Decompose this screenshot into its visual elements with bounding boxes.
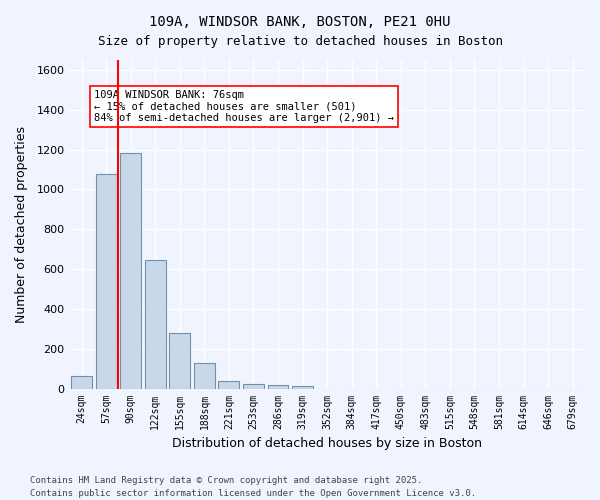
Bar [243, 384, 264, 388]
Bar [145, 260, 166, 388]
Text: 109A, WINDSOR BANK, BOSTON, PE21 0HU: 109A, WINDSOR BANK, BOSTON, PE21 0HU [149, 15, 451, 29]
Y-axis label: Number of detached properties: Number of detached properties [15, 126, 28, 323]
Bar [218, 380, 239, 388]
Text: Size of property relative to detached houses in Boston: Size of property relative to detached ho… [97, 35, 503, 48]
Text: Contains HM Land Registry data © Crown copyright and database right 2025.: Contains HM Land Registry data © Crown c… [30, 476, 422, 485]
Bar [96, 174, 116, 388]
X-axis label: Distribution of detached houses by size in Boston: Distribution of detached houses by size … [172, 437, 482, 450]
Bar [71, 376, 92, 388]
Bar [292, 386, 313, 388]
Text: Contains public sector information licensed under the Open Government Licence v3: Contains public sector information licen… [30, 488, 476, 498]
Bar [194, 362, 215, 388]
Bar [268, 385, 289, 388]
Bar [120, 152, 141, 388]
Bar [169, 333, 190, 388]
Text: 109A WINDSOR BANK: 76sqm
← 15% of detached houses are smaller (501)
84% of semi-: 109A WINDSOR BANK: 76sqm ← 15% of detach… [94, 90, 394, 123]
